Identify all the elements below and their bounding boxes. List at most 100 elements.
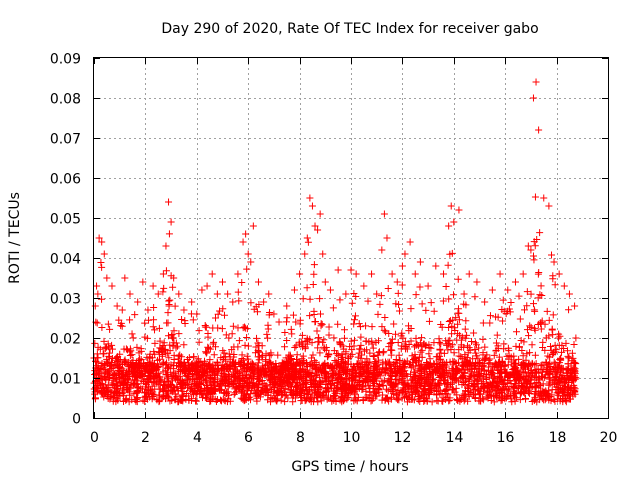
roti-point-dense (337, 392, 345, 400)
roti-point-dense (376, 300, 384, 308)
roti-point-dense (557, 384, 565, 392)
roti-point-dense (150, 378, 158, 386)
roti-point-dense (350, 381, 358, 389)
roti-point-dense (352, 372, 360, 380)
x-tick-label: 8 (296, 430, 305, 446)
roti-point-dense (570, 340, 578, 348)
roti-point-dense (293, 351, 301, 359)
roti-point-dense (446, 394, 454, 402)
roti-point (301, 250, 309, 258)
roti-point-dense (317, 397, 325, 405)
roti-point-dense (430, 375, 438, 383)
roti-point-dense (480, 367, 488, 375)
roti-point-dense (165, 354, 173, 362)
roti-point-dense (417, 371, 425, 379)
roti-point-dense (185, 381, 193, 389)
roti-point-dense (515, 292, 523, 300)
roti-point-dense (486, 360, 494, 368)
roti-point-dense (366, 384, 374, 392)
roti-point-dense (438, 369, 446, 377)
roti-point-dense (238, 278, 246, 286)
roti-point-dense (192, 397, 200, 405)
roti-point-dense (210, 386, 218, 394)
roti-point-dense (462, 301, 470, 309)
roti-point-dense (234, 343, 242, 351)
roti-point-dense (234, 288, 242, 296)
roti-point-dense (372, 338, 380, 346)
roti-point-dense (224, 379, 232, 387)
roti-point-dense (270, 389, 278, 397)
roti-point-dense (252, 343, 260, 351)
roti-point-dense (368, 373, 376, 381)
roti-point-dense (545, 381, 553, 389)
roti-point-dense (164, 319, 172, 327)
roti-point-dense (235, 382, 243, 390)
roti-point-dense (499, 296, 507, 304)
roti-point-dense (385, 361, 393, 369)
roti-point-dense (334, 352, 342, 360)
roti-point-dense (357, 354, 365, 362)
roti-point-dense (360, 377, 368, 385)
roti-point-dense (201, 357, 209, 365)
roti-point-dense (239, 361, 247, 369)
roti-point-dense (549, 311, 557, 319)
roti-point-dense (450, 349, 458, 357)
roti-point-dense (468, 368, 476, 376)
roti-point-dense (302, 376, 310, 384)
roti-point-dense (531, 326, 539, 334)
roti-point-dense (388, 335, 396, 343)
roti-point-dense (435, 335, 443, 343)
roti-point-dense (527, 290, 535, 298)
x-tick-label: 20 (600, 430, 618, 446)
roti-point-dense (309, 281, 317, 289)
roti-point (159, 270, 167, 278)
roti-point-dense (404, 394, 412, 402)
roti-point-dense (319, 393, 327, 401)
roti-point-dense (497, 375, 505, 383)
roti-point-dense (108, 345, 116, 353)
x-tick-label: 16 (497, 430, 515, 446)
roti-point-dense (425, 380, 433, 388)
y-tick-label: 0.07 (50, 132, 81, 148)
roti-point-dense (368, 323, 376, 331)
roti-point (352, 270, 360, 278)
roti-point-dense (392, 394, 400, 402)
roti-point-dense (212, 343, 220, 351)
roti-point-dense (100, 393, 108, 401)
roti-point-dense (342, 350, 350, 358)
roti-point-dense (277, 396, 285, 404)
roti-point-dense (407, 337, 415, 345)
roti-point-dense (454, 330, 462, 338)
roti-point-dense (168, 396, 176, 404)
roti-point-dense (151, 350, 159, 358)
roti-point-dense (381, 313, 389, 321)
roti-point-dense (169, 365, 177, 373)
y-tick-label: 0 (72, 412, 81, 428)
roti-point-dense (98, 263, 106, 271)
roti-point (432, 262, 440, 270)
roti-point-dense (309, 375, 317, 383)
roti-point-dense (218, 397, 226, 405)
roti-point-dense (245, 359, 253, 367)
roti-point-dense (425, 317, 433, 325)
roti-point-dense (479, 319, 487, 327)
roti-point-dense (572, 360, 580, 368)
roti-point-dense (253, 334, 261, 342)
roti-point-dense (486, 312, 494, 320)
roti-point-dense (363, 394, 371, 402)
roti-point-dense (194, 357, 202, 365)
roti-point-dense (155, 381, 163, 389)
roti-point (406, 238, 414, 246)
roti-point-dense (374, 310, 382, 318)
roti-point-dense (223, 388, 231, 396)
roti-point-dense (531, 379, 539, 387)
roti-point-dense (169, 283, 177, 291)
x-tick-label: 14 (446, 430, 464, 446)
roti-point-dense (160, 385, 168, 393)
roti-point-dense (250, 370, 258, 378)
roti-point-dense (127, 368, 135, 376)
roti-point-dense (162, 267, 170, 275)
roti-point-dense (140, 378, 148, 386)
roti-point-dense (109, 375, 117, 383)
roti-point-dense (470, 382, 478, 390)
